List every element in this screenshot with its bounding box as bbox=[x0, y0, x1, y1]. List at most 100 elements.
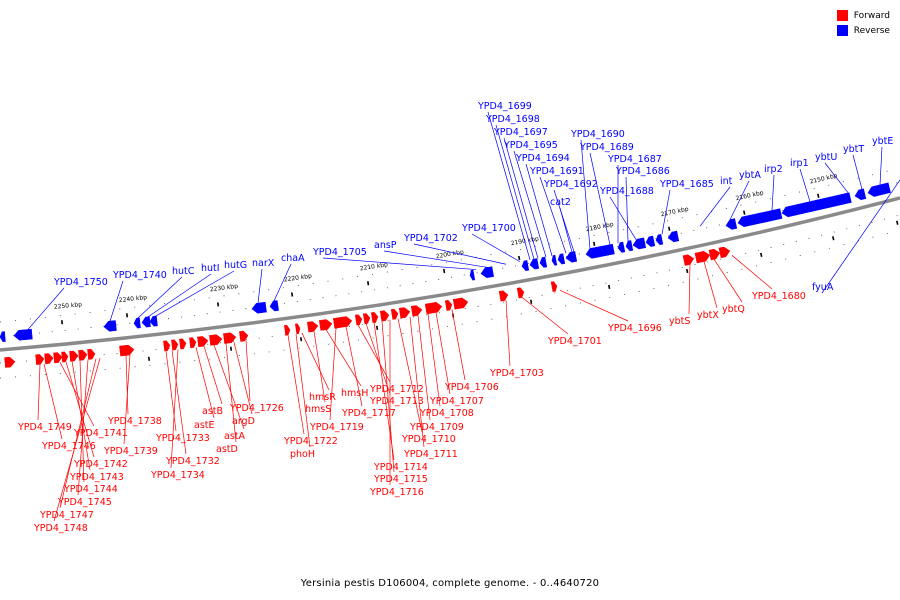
reverse-gene-arrow bbox=[269, 300, 279, 312]
forward-gene-arrow bbox=[35, 354, 45, 365]
forward-gene-label: YPD4_1706 bbox=[444, 382, 499, 393]
forward-gene-label: YPD4_1741 bbox=[73, 428, 128, 439]
scale-label: 2210 kbp bbox=[359, 261, 388, 272]
reverse-gene-arrow bbox=[645, 235, 656, 247]
scale-label: 2220 kbp bbox=[283, 273, 312, 284]
reverse-gene-leader bbox=[513, 150, 547, 258]
scale-tick bbox=[126, 313, 129, 318]
forward-gene-leader bbox=[59, 358, 97, 509]
reverse-gene-arrow bbox=[625, 240, 634, 252]
forward-gene-leader bbox=[165, 350, 177, 432]
reverse-gene-label: YPD4_1692 bbox=[543, 179, 598, 190]
forward-gene-leader bbox=[301, 332, 330, 391]
reverse-gene-label: YPD4_1740 bbox=[112, 270, 167, 281]
reverse-gene-label: YPD4_1685 bbox=[659, 179, 714, 190]
reverse-gene-arrow bbox=[551, 254, 558, 266]
forward-gene-leader bbox=[195, 347, 215, 419]
forward-gene-label: YPD4_1734 bbox=[150, 470, 205, 481]
reverse-gene-leader bbox=[155, 270, 235, 317]
forward-gene-leader bbox=[397, 318, 423, 433]
reverse-gene-label: ansP bbox=[374, 240, 397, 251]
reverse-gene-arrow bbox=[585, 243, 615, 259]
reverse-gene-leader bbox=[589, 152, 611, 245]
forward-genes bbox=[4, 246, 731, 368]
reverse-gene-label: YPD4_1700 bbox=[461, 223, 516, 234]
reverse-gene-label: ybtE bbox=[872, 136, 893, 147]
reverse-gene-label: YPD4_1697 bbox=[493, 127, 548, 138]
reverse-gene-arrow bbox=[617, 241, 626, 253]
legend-reverse-label: Reverse bbox=[853, 25, 890, 36]
reverse-gene-label: irp1 bbox=[790, 158, 809, 169]
scale-tick bbox=[743, 210, 746, 215]
reverse-gene-label: YPD4_1695 bbox=[503, 140, 558, 151]
forward-gene-leader bbox=[357, 324, 391, 383]
forward-gene-arrow bbox=[444, 299, 453, 311]
reverse-swatch bbox=[836, 25, 848, 36]
forward-gene-leader bbox=[213, 344, 245, 430]
reverse-gene-arrow bbox=[655, 234, 664, 246]
reverse-gene-label: YPD4_1699 bbox=[477, 101, 532, 112]
genome-backbone bbox=[0, 196, 900, 352]
forward-gene-label: hmsR bbox=[309, 392, 336, 403]
figure-caption: Yersinia pestis D106004, complete genome… bbox=[300, 578, 600, 589]
forward-gene-arrow bbox=[78, 349, 88, 361]
scale-tick bbox=[300, 337, 303, 342]
reverse-gene-arrow bbox=[737, 208, 783, 228]
forward-gene-arrow bbox=[516, 287, 525, 299]
reverse-gene-arrow bbox=[557, 253, 566, 265]
forward-gene-arrow bbox=[163, 340, 171, 352]
forward-gene-label: YPD4_1712 bbox=[369, 384, 424, 395]
forward-gene-label: YPD4_1744 bbox=[63, 484, 118, 495]
reverse-gene-leader bbox=[609, 196, 637, 240]
reverse-gene-leader bbox=[27, 287, 65, 330]
forward-gene-label: astA bbox=[224, 431, 245, 442]
forward-gene-leader bbox=[37, 364, 41, 421]
reverse-gene-label: hutC bbox=[172, 266, 195, 277]
forward-gene-label: YPD4_1709 bbox=[409, 422, 464, 433]
gene-labels: YPD4_1750 YPD4_1740 hutC hutI hutG narX chaA YP… bbox=[17, 101, 893, 534]
reverse-gene-arrow bbox=[0, 331, 6, 343]
forward-gene-leader bbox=[77, 359, 89, 496]
reverse-gene-leader bbox=[879, 146, 883, 185]
forward-gene-arrow bbox=[87, 348, 96, 360]
forward-gene-leader bbox=[170, 349, 179, 469]
legend: Forward Reverse bbox=[836, 8, 890, 38]
reverse-gene-arrow bbox=[781, 192, 852, 218]
forward-gene-arrow bbox=[119, 344, 135, 357]
reverse-gene-label: hutI bbox=[201, 263, 220, 274]
forward-gene-leader bbox=[409, 316, 425, 448]
reverse-gene-label: narX bbox=[252, 258, 275, 269]
forward-gene-label: YPD4_1716 bbox=[369, 487, 424, 498]
forward-gene-leader bbox=[325, 329, 362, 387]
reverse-gene-arrow bbox=[480, 266, 494, 279]
forward-gene-label: ybtQ bbox=[722, 304, 745, 315]
forward-gene-leader bbox=[329, 328, 337, 421]
reverse-gene-leader bbox=[383, 250, 489, 268]
forward-gene-label: ybtS bbox=[669, 316, 690, 327]
forward-gene-arrow bbox=[69, 350, 79, 362]
forward-gene-arrow bbox=[694, 251, 711, 264]
forward-gene-leader bbox=[245, 340, 251, 402]
reverse-gene-leader bbox=[495, 124, 535, 260]
reverse-gene-leader bbox=[137, 276, 183, 319]
forward-gene-leader bbox=[225, 343, 237, 443]
forward-gene-arrow bbox=[171, 339, 179, 351]
reverse-gene-leader bbox=[257, 268, 263, 304]
forward-gene-leader bbox=[417, 315, 431, 421]
reverse-gene-label: YPD4_1690 bbox=[570, 129, 625, 140]
forward-gene-label: YPD4_1713 bbox=[369, 396, 424, 407]
reverse-gene-leader bbox=[771, 174, 775, 211]
forward-gene-arrow bbox=[718, 246, 731, 259]
reverse-gene-leader bbox=[273, 263, 292, 302]
forward-gene-leader bbox=[505, 300, 511, 367]
reverse-gene-leader bbox=[580, 139, 591, 249]
forward-gene-arrow bbox=[61, 351, 69, 363]
forward-gene-label: argD bbox=[232, 416, 255, 427]
reverse-gene-leader bbox=[852, 154, 863, 190]
reverse-gene-arrow bbox=[103, 320, 117, 332]
scale-label: 2170 kbp bbox=[660, 206, 689, 219]
forward-gene-arrow bbox=[223, 332, 237, 344]
forward-gene-leader bbox=[287, 334, 305, 435]
scale-tick bbox=[443, 268, 446, 274]
